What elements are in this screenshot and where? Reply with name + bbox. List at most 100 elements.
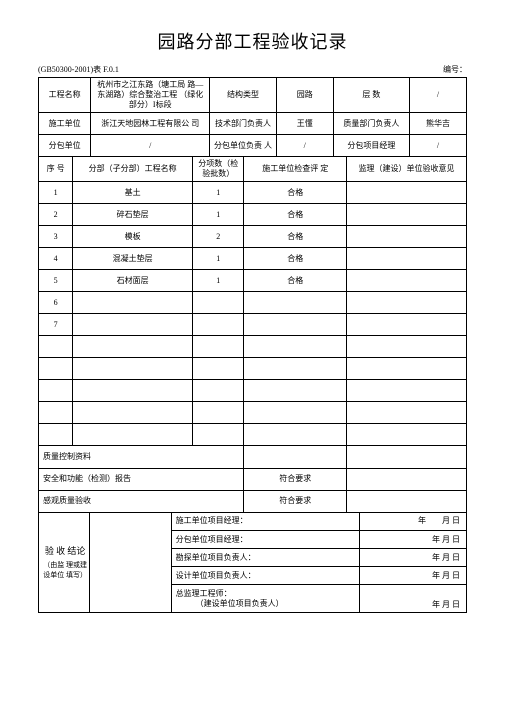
table-cell-batches: 1: [193, 204, 244, 226]
meta-row: (GB50300-2001)表 F.0.1 编号：: [38, 64, 467, 75]
table-cell-batches: [193, 292, 244, 314]
table-cell-name: [73, 336, 193, 358]
label: 技术部门负责人: [210, 113, 277, 135]
safety-label: 安全和功能（检测）报告: [39, 468, 244, 490]
label: 质量部门负责人: [333, 113, 409, 135]
page-title: 园路分部工程验收记录: [38, 28, 467, 54]
table-cell-seq: 1: [39, 182, 73, 204]
label: 层 数: [333, 78, 409, 113]
sign-line: 总监理工程师： （建设单位项目负责人）: [171, 585, 359, 613]
table-cell-check: 合格: [244, 270, 347, 292]
sign-line: 分包单位项目经理：: [171, 531, 359, 549]
table-cell-name: [73, 402, 193, 424]
qc-data-val: [244, 446, 347, 468]
table-cell-batches: 1: [193, 182, 244, 204]
label: 工程名称: [39, 78, 91, 113]
table-cell-name: [73, 292, 193, 314]
sign-line: 施工单位项目经理：: [171, 513, 359, 531]
value: 浙江天地园林工程有限公 司: [91, 113, 210, 135]
table-cell-opinion: [347, 314, 467, 336]
col-opinion: 监理（建设）单位验收意见: [347, 157, 467, 182]
safety-val: 符合要求: [244, 468, 347, 490]
table-cell-name: 混凝土垫层: [73, 248, 193, 270]
value: /: [409, 135, 466, 157]
table-cell-batches: [193, 402, 244, 424]
conclusion-note: （由监 理或建 设单位 填写）: [43, 561, 87, 579]
table-cell-seq: 6: [39, 292, 73, 314]
date: 年 月 日: [359, 513, 466, 531]
table-cell-name: [73, 358, 193, 380]
table-cell-check: [244, 292, 347, 314]
table-cell-batches: [193, 314, 244, 336]
visual-op: [347, 490, 467, 512]
table-cell-seq: [39, 424, 73, 446]
header-table: 工程名称 杭州市之江东路（塘工局 路—东湖路）综合整治工程 （绿化部分）I标段 …: [38, 77, 467, 157]
date: 年 月 日: [359, 531, 466, 549]
qc-data-label: 质量控制资料: [39, 446, 244, 468]
table-cell-name: [73, 314, 193, 336]
standard-code: (GB50300-2001)表 F.0.1: [38, 64, 119, 75]
table-cell-seq: 2: [39, 204, 73, 226]
table-cell-seq: 4: [39, 248, 73, 270]
col-seq: 序 号: [39, 157, 73, 182]
table-cell-seq: [39, 402, 73, 424]
table-cell-batches: 1: [193, 248, 244, 270]
page: 园路分部工程验收记录 (GB50300-2001)表 F.0.1 编号： 工程名…: [0, 0, 505, 714]
conclusion-value: [90, 513, 171, 613]
sign-l5: 总监理工程师：: [176, 589, 357, 599]
label: 分包单位负责 人: [210, 135, 277, 157]
value: 杭州市之江东路（塘工局 路—东湖路）综合整治工程 （绿化部分）I标段: [91, 78, 210, 113]
sign-l5b: （建设单位项目负责人）: [176, 599, 357, 609]
table-cell-opinion: [347, 270, 467, 292]
signoff-table: 验 收 结论 （由监 理或建 设单位 填写） 施工单位项目经理： 年 月 日 分…: [38, 513, 467, 614]
col-batches: 分项数（检验批数）: [193, 157, 244, 182]
doc-number-label: 编号：: [443, 64, 467, 75]
table-cell-check: [244, 402, 347, 424]
table-cell-name: 基土: [73, 182, 193, 204]
table-cell-seq: [39, 336, 73, 358]
table-cell-name: [73, 380, 193, 402]
value: /: [91, 135, 210, 157]
table-cell-check: [244, 314, 347, 336]
value: 园路: [276, 78, 333, 113]
table-cell-batches: [193, 358, 244, 380]
table-cell-batches: [193, 424, 244, 446]
table-cell-opinion: [347, 380, 467, 402]
value: /: [409, 78, 466, 113]
table-cell-opinion: [347, 226, 467, 248]
table-cell-seq: 3: [39, 226, 73, 248]
table-cell-opinion: [347, 292, 467, 314]
qc-data-op: [347, 446, 467, 468]
table-cell-name: 石材面层: [73, 270, 193, 292]
visual-val: 符合要求: [244, 490, 347, 512]
table-cell-opinion: [347, 358, 467, 380]
value: 熊华吉: [409, 113, 466, 135]
table-cell-check: [244, 424, 347, 446]
table-cell-batches: 2: [193, 226, 244, 248]
label: 分包项目经理: [333, 135, 409, 157]
col-name: 分部（子分部）工程名称: [73, 157, 193, 182]
sign-line: 设计单位项目负责人：: [171, 567, 359, 585]
sign-line: 勘探单位项目负责人：: [171, 549, 359, 567]
table-cell-opinion: [347, 424, 467, 446]
table-cell-check: [244, 336, 347, 358]
label: 分包单位: [39, 135, 91, 157]
table-cell-seq: 7: [39, 314, 73, 336]
table-cell-name: [73, 424, 193, 446]
table-cell-opinion: [347, 248, 467, 270]
value: /: [276, 135, 333, 157]
date: 年 月 日: [359, 549, 466, 567]
table-cell-seq: [39, 380, 73, 402]
table-cell-check: 合格: [244, 226, 347, 248]
table-cell-check: [244, 380, 347, 402]
table-cell-seq: 5: [39, 270, 73, 292]
table-cell-batches: [193, 380, 244, 402]
table-cell-opinion: [347, 182, 467, 204]
table-cell-check: 合格: [244, 182, 347, 204]
main-table: 序 号 分部（子分部）工程名称 分项数（检验批数） 施工单位检查评 定 监理（建…: [38, 157, 467, 446]
date: 年 月 日: [359, 585, 466, 613]
visual-label: 感观质量验收: [39, 490, 244, 512]
table-cell-check: 合格: [244, 204, 347, 226]
table-cell-check: 合格: [244, 248, 347, 270]
table-cell-batches: [193, 336, 244, 358]
